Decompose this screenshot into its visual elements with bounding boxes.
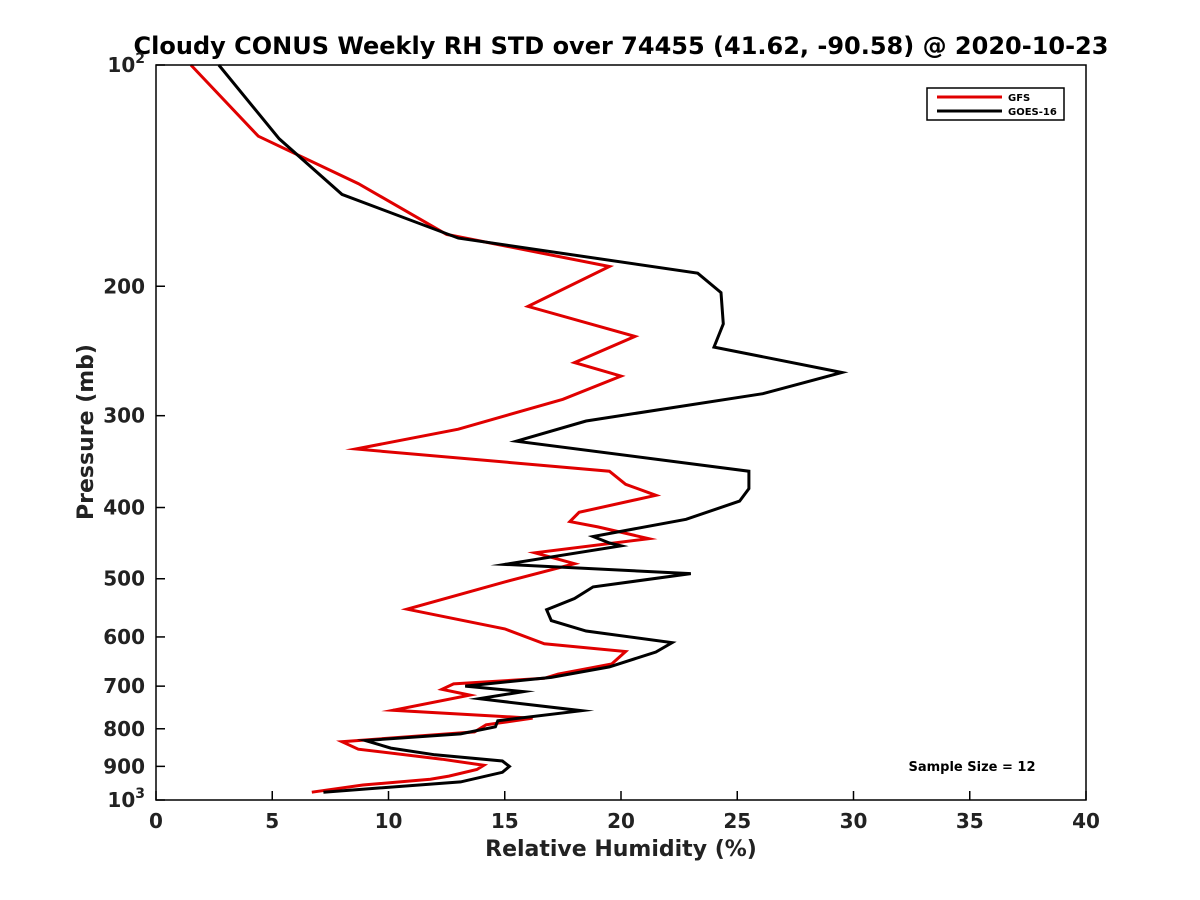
x-tick-label: 10 bbox=[375, 809, 403, 833]
y-tick-label: 800 bbox=[103, 717, 145, 741]
y-tick-label: 600 bbox=[103, 625, 145, 649]
y-tick-label: 200 bbox=[103, 274, 145, 298]
x-tick-label: 20 bbox=[607, 809, 635, 833]
series-line-gfs bbox=[189, 63, 662, 794]
x-tick-label: 35 bbox=[956, 809, 984, 833]
x-tick-label: 25 bbox=[723, 809, 751, 833]
y-tick-label: 103 bbox=[107, 786, 145, 812]
y-tick-label: 900 bbox=[103, 754, 145, 778]
y-tick-label: 700 bbox=[103, 674, 145, 698]
y-tick-label: 102 bbox=[107, 51, 145, 77]
plot-area-frame bbox=[155, 64, 1087, 801]
y-tick-label: 300 bbox=[103, 404, 145, 428]
chart-title: Cloudy CONUS Weekly RH STD over 74455 (4… bbox=[134, 32, 1109, 60]
sample-size-annotation: Sample Size = 12 bbox=[908, 760, 1035, 775]
x-axis-ticks: 0 5 10 15 20 25 30 35 40 bbox=[149, 791, 1100, 833]
legend: GFS GOES-16 bbox=[926, 87, 1065, 121]
legend-label: GFS bbox=[1008, 93, 1030, 104]
y-axis-label: Pressure (mb) bbox=[74, 344, 99, 520]
legend-entries: GFS GOES-16 bbox=[937, 93, 1057, 118]
y-tick-label: 500 bbox=[103, 567, 145, 591]
plot-series-group bbox=[189, 63, 849, 794]
x-tick-label: 30 bbox=[840, 809, 868, 833]
legend-box bbox=[926, 87, 1065, 121]
y-axis-ticks: 102 200 300 400 500 600 700 800 900 103 bbox=[103, 51, 165, 812]
x-axis-label: Relative Humidity (%) bbox=[485, 837, 757, 862]
x-tick-label: 40 bbox=[1072, 809, 1100, 833]
series-line-goes-16 bbox=[217, 64, 849, 794]
legend-label: GOES-16 bbox=[1008, 107, 1057, 118]
x-tick-label: 0 bbox=[149, 809, 163, 833]
y-tick-label: 400 bbox=[103, 496, 145, 520]
x-tick-label: 15 bbox=[491, 809, 519, 833]
x-tick-label: 5 bbox=[265, 809, 279, 833]
